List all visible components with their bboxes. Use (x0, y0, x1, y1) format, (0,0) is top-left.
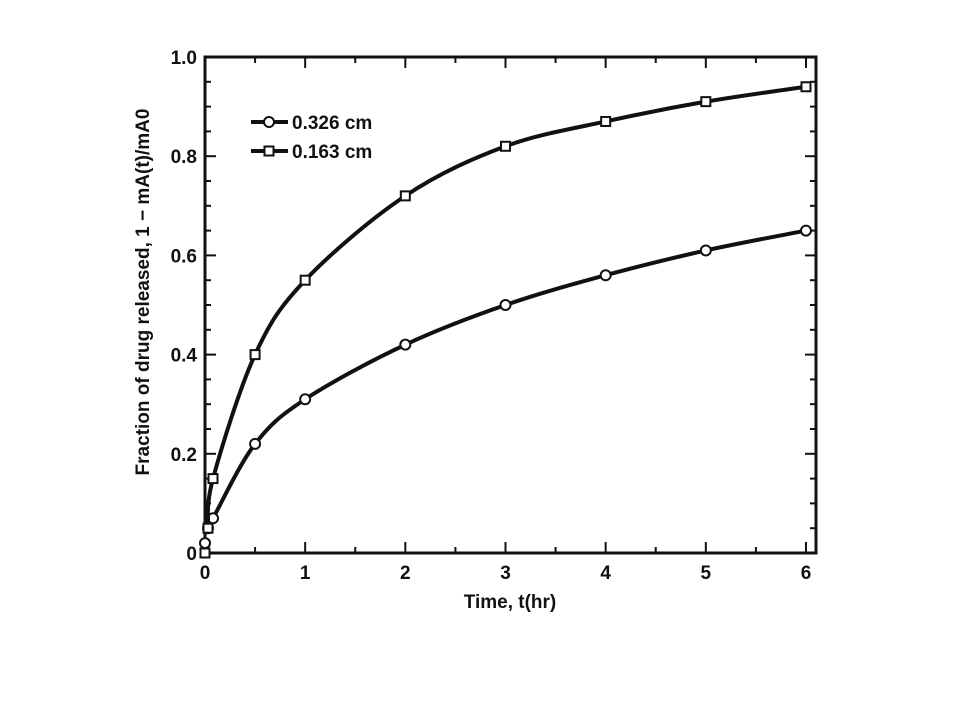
x-tick-label: 3 (500, 563, 511, 584)
series-layer (199, 81, 812, 559)
x-tick-label: 5 (701, 563, 712, 584)
y-tick-label: 1.0 (171, 48, 197, 69)
x-axis-ticks: 0 1 2 3 4 5 6 (200, 57, 812, 584)
legend-label: 0.326 cm (292, 113, 372, 134)
data-point-circle (399, 338, 412, 351)
x-tick-label: 6 (801, 563, 812, 584)
data-point-square (399, 190, 411, 202)
series-line-1 (205, 228, 807, 531)
data-point-square (499, 140, 511, 152)
x-tick-label: 2 (400, 563, 411, 584)
data-point-square (299, 274, 311, 286)
data-point-circle (699, 244, 712, 257)
y-tick-label: 0 (186, 544, 197, 565)
legend: 0.326 cm 0.163 cm (251, 113, 372, 163)
data-point-circle (299, 393, 312, 406)
y-axis-ticks: 0 0.2 0.4 0.6 0.8 1.0 (171, 48, 816, 565)
data-point-circle (599, 269, 612, 282)
y-tick-label: 0.8 (171, 147, 197, 168)
data-point-square (700, 96, 712, 108)
y-tick-label: 0.6 (171, 246, 197, 267)
y-axis-label: Fraction of drug released, 1 − mA(t)/mA0 (133, 109, 154, 476)
x-axis-label: Time, t(hr) (464, 592, 557, 613)
y-tick-label: 0.2 (171, 445, 197, 466)
data-point-square (202, 522, 214, 534)
legend-marker-circle (263, 116, 275, 128)
x-tick-label: 1 (300, 563, 311, 584)
legend-label: 0.163 cm (292, 142, 372, 163)
data-point-circle (249, 437, 262, 450)
data-point-square (207, 473, 219, 485)
data-point-circle (799, 224, 812, 237)
data-point-square (600, 115, 612, 127)
x-tick-label: 0 (200, 563, 211, 584)
data-point-square (199, 547, 211, 559)
legend-marker-square (263, 145, 275, 157)
data-point-square (800, 81, 812, 93)
data-point-circle (499, 299, 512, 311)
x-tick-label: 4 (600, 563, 611, 584)
y-tick-label: 0.4 (171, 346, 198, 367)
data-point-square (249, 349, 261, 361)
data-point-circle (199, 537, 211, 550)
